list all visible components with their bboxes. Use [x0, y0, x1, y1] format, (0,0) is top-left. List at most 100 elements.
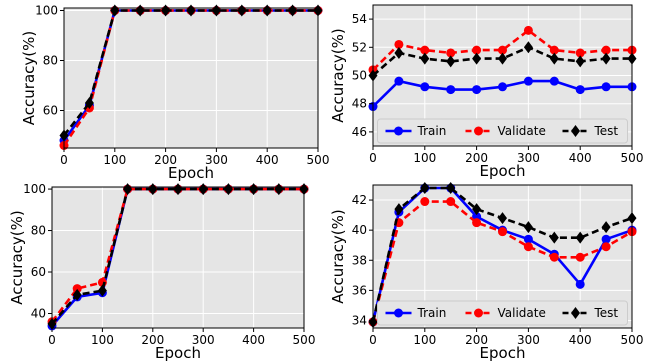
legend-marker-validate [474, 308, 483, 318]
data-point-test [523, 41, 533, 54]
data-point-train [549, 76, 559, 86]
chart-panel-1: 0 100 200 300 400 500 60 80 100 Epoch Accuracy(%) [20, 4, 329, 183]
plot-area [52, 187, 304, 328]
y-tick-label: 100 [23, 182, 46, 196]
data-point-test [72, 288, 82, 301]
data-point-test [601, 52, 611, 65]
y-tick-label: 36 [352, 283, 367, 297]
y-tick-label: 52 [352, 40, 367, 54]
data-point-test [84, 97, 94, 109]
x-tick-label: 200 [154, 153, 177, 167]
data-point-test [575, 231, 585, 244]
legend-label-validate: Validate [498, 306, 546, 320]
data-point-test [575, 55, 585, 68]
legend-box [377, 118, 628, 144]
data-point-test [472, 52, 482, 65]
x-axis-label: Epoch [168, 164, 214, 182]
x-axis-label: Epoch [480, 162, 526, 180]
y-tick-label: 46 [352, 125, 367, 139]
data-point-validate [601, 242, 611, 252]
x-tick-label: 100 [413, 151, 436, 165]
x-tick-label: 200 [465, 333, 488, 347]
legend: Train Validate Test [377, 300, 628, 326]
data-point-test [173, 183, 183, 196]
x-tick-label: 300 [517, 333, 540, 347]
data-point-test [549, 231, 559, 244]
data-point-validate [472, 218, 482, 228]
data-point-validate [575, 48, 585, 58]
data-point-validate [420, 45, 430, 55]
plot-area [64, 8, 318, 148]
y-tick-label: 80 [43, 54, 58, 68]
data-point-test [394, 203, 404, 216]
y-tick-label: 80 [31, 224, 46, 238]
data-point-test [274, 183, 284, 196]
x-tick-label: 300 [205, 153, 228, 167]
x-tick-label: 400 [242, 333, 265, 347]
data-point-validate [420, 197, 430, 207]
y-tick-label: 42 [352, 193, 367, 207]
plot-frame [63, 7, 319, 149]
data-point-validate [523, 25, 533, 35]
y-tick-label: 60 [43, 104, 58, 118]
data-point-test [472, 203, 482, 216]
data-point-train [575, 85, 585, 95]
legend: Train Validate Test [377, 118, 628, 144]
chart-panel-4: 0 100 200 300 400 500 34 36 38 40 42 Epoch Accuracy(… [329, 182, 643, 362]
data-point-validate [446, 48, 456, 58]
y-tick-label: 100 [35, 4, 58, 18]
data-point-train [601, 234, 611, 244]
data-point-test [123, 183, 133, 196]
data-point-validate [549, 252, 559, 262]
y-tick-label: 40 [31, 306, 46, 320]
y-tick-label: 50 [352, 69, 367, 83]
data-point-test [549, 52, 559, 65]
data-point-validate [523, 242, 533, 252]
data-point-validate [446, 197, 456, 207]
data-point-train [420, 82, 430, 92]
x-tick-label: 100 [91, 333, 114, 347]
x-tick-label: 100 [413, 333, 436, 347]
data-point-test [498, 52, 507, 65]
x-tick-label: 200 [141, 333, 164, 347]
data-point-test [446, 55, 456, 68]
x-tick-label: 300 [517, 151, 540, 165]
x-tick-label: 0 [60, 153, 68, 167]
x-tick-label: 500 [621, 333, 644, 347]
x-tick-label: 0 [48, 333, 56, 347]
data-point-test [523, 221, 533, 234]
legend-label-validate: Validate [498, 124, 546, 138]
data-point-train [446, 85, 456, 95]
x-axis-label: Epoch [155, 344, 201, 362]
data-point-train [601, 82, 611, 92]
x-tick-label: 500 [293, 333, 316, 347]
y-axis-label: Accuracy(%) [8, 210, 26, 304]
data-point-train [523, 234, 533, 244]
data-point-validate [498, 227, 507, 237]
data-point-test [601, 221, 611, 234]
data-point-train [498, 82, 507, 92]
x-tick-label: 200 [465, 151, 488, 165]
y-axis-label: Accuracy(%) [20, 31, 38, 125]
data-point-validate [601, 45, 611, 55]
x-tick-label: 400 [256, 153, 279, 167]
x-tick-label: 0 [369, 333, 377, 347]
y-tick-label: 40 [352, 223, 367, 237]
data-point-validate [72, 284, 82, 294]
x-tick-label: 0 [369, 151, 377, 165]
x-tick-label: 400 [569, 333, 592, 347]
x-tick-label: 300 [192, 333, 215, 347]
data-point-test [420, 52, 430, 65]
data-point-train [575, 279, 585, 289]
plot-frame [372, 184, 633, 329]
series-line-test [51, 187, 304, 325]
x-tick-label: 500 [621, 151, 644, 165]
data-point-test [97, 284, 107, 297]
data-point-validate [394, 39, 404, 49]
legend-label-test: Test [594, 306, 619, 320]
data-point-validate [498, 45, 507, 55]
data-point-train [472, 85, 482, 95]
y-tick-label: 60 [31, 265, 46, 279]
data-point-train [394, 76, 404, 86]
